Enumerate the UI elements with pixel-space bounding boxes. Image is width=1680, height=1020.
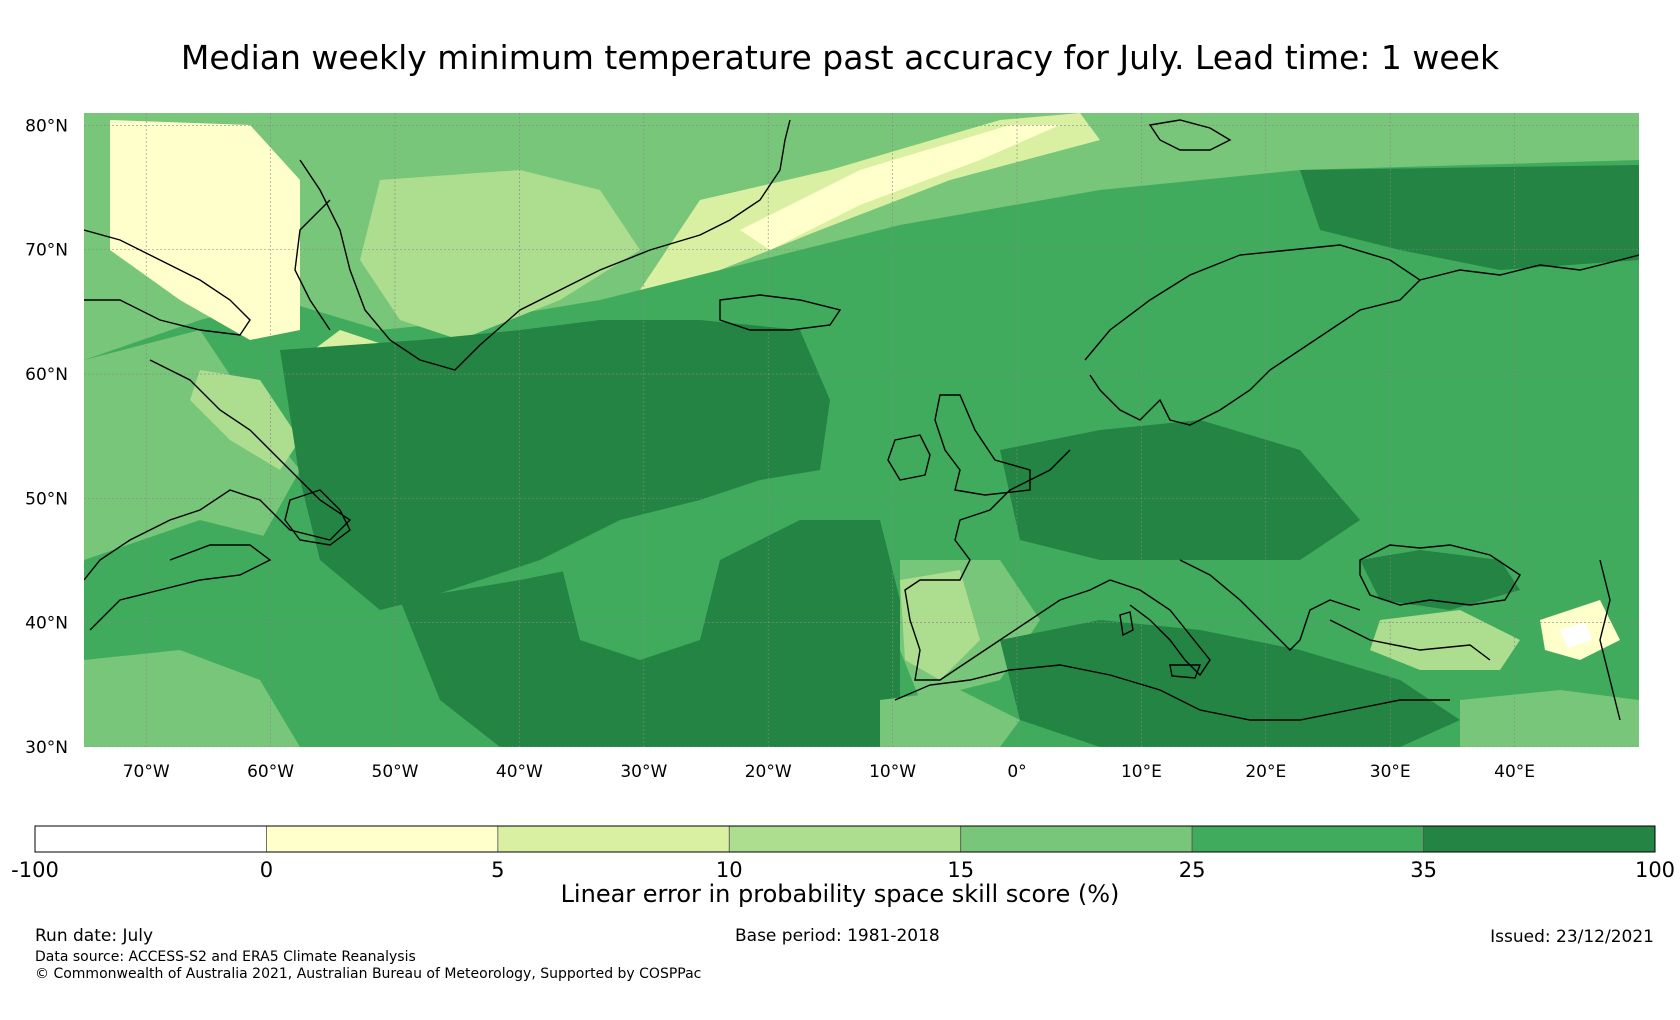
lon-tick-label: 60°W — [247, 762, 294, 782]
coastline-greenland — [299, 119, 791, 371]
region-atlantic-midlat — [560, 540, 720, 660]
coastline-greenland-west — [294, 199, 331, 331]
coastline-balkans — [1179, 559, 1361, 651]
lon-tick-label: 30°W — [620, 762, 667, 782]
colorbar-label: Linear error in probability space skill … — [560, 880, 1120, 908]
coastline-ireland — [887, 434, 931, 481]
lon-tick-label: 70°W — [123, 762, 170, 782]
lat-tick-label: 60°N — [25, 365, 68, 385]
region-n-africa-west — [880, 690, 1020, 747]
lon-tick-label: 40°E — [1494, 762, 1535, 782]
colorbar-tick-label: 0 — [260, 858, 273, 882]
coastline-italy — [1109, 579, 1211, 677]
colorbar-swatch — [34, 825, 267, 853]
lon-tick-label: 30°E — [1370, 762, 1411, 782]
region-us-coast — [84, 650, 300, 747]
colorbar-swatch — [728, 825, 962, 853]
skill-score-map — [84, 113, 1639, 747]
colorbar: -100 0 5 10 15 25 35 100 — [11, 825, 1675, 882]
region-norwegian-sea — [830, 250, 1180, 340]
colorbar-tick-label: 5 — [491, 858, 504, 882]
coastline-iceland — [719, 294, 842, 331]
region-eastern-europe — [1300, 300, 1639, 540]
region-arctic-russia — [1100, 175, 1320, 240]
lon-tick-label: 0° — [1007, 762, 1026, 782]
coastline-black-sea — [1359, 544, 1521, 606]
copyright: © Commonwealth of Australia 2021, Austra… — [35, 966, 702, 982]
coastline-nova-scotia — [89, 544, 272, 631]
lat-tick-label: 40°N — [25, 614, 68, 634]
coastline-turkey-south — [1329, 619, 1491, 661]
coastline-n-africa — [894, 664, 1450, 721]
map-gridlines — [84, 113, 1639, 747]
region-barents — [1300, 165, 1639, 270]
colorbar-tick-label: 10 — [716, 858, 743, 882]
colorbar-tick-label: 35 — [1410, 858, 1437, 882]
lon-tick-label: 20°E — [1245, 762, 1286, 782]
coastline-caspian — [1599, 559, 1621, 721]
region-mediterranean — [1000, 620, 1460, 747]
region-europe-central — [1000, 420, 1360, 560]
lon-tick-label: 50°W — [372, 762, 419, 782]
coastline-sicily — [1169, 664, 1202, 679]
lon-tick-label: 10°W — [869, 762, 916, 782]
region-north-atlantic — [280, 320, 830, 610]
lat-tick-label: 50°N — [25, 489, 68, 509]
issued-date: Issued: 23/12/2021 — [1490, 927, 1654, 947]
lat-tick-label: 30°N — [25, 738, 68, 758]
region-scandinavia — [1080, 250, 1460, 430]
colorbar-swatch — [497, 825, 730, 853]
lon-tick-label: 10°E — [1121, 762, 1162, 782]
coastline-norway-sweden — [1084, 244, 1422, 426]
coastline-newfoundland — [284, 489, 351, 546]
latitude-labels: 80°N 70°N 60°N 50°N 40°N 30°N — [25, 116, 68, 758]
coastline-sardinia — [1119, 611, 1134, 637]
colorbar-tick-label: 15 — [947, 858, 974, 882]
region-n-africa-east — [1460, 690, 1639, 747]
region-greenland-interior — [360, 170, 640, 340]
coastline-baffin — [84, 229, 251, 336]
colorbar-swatch — [266, 825, 499, 853]
colorbar-swatch — [960, 825, 1193, 853]
colorbar-frame — [34, 825, 1656, 853]
colorbar-tick-label: 25 — [1179, 858, 1206, 882]
coastline-labrador — [84, 359, 352, 581]
coastline-europe-west — [904, 449, 1111, 681]
lat-tick-label: 80°N — [25, 116, 68, 136]
lon-tick-label: 40°W — [496, 762, 543, 782]
colorbar-tick-label: 100 — [1635, 858, 1675, 882]
region-black-sea — [1360, 550, 1520, 610]
coastline-russia-arctic — [1419, 254, 1639, 281]
coastlines — [84, 119, 1639, 721]
lon-tick-label: 20°W — [745, 762, 792, 782]
longitude-labels: 70°W 60°W 50°W 40°W 30°W 20°W 10°W 0° 10°E 20°E 30… — [123, 762, 1535, 782]
region-baffin-lowskill — [110, 120, 300, 340]
region-labrador-coast — [190, 370, 300, 470]
run-date: Run date: July — [35, 926, 154, 946]
colorbar-swatch — [1423, 825, 1656, 853]
base-period: Base period: 1981-2018 — [735, 926, 940, 946]
lat-tick-label: 70°N — [25, 241, 68, 261]
coastline-svalbard — [1148, 119, 1232, 151]
region-nova-scotia — [84, 520, 300, 660]
region-arctic-zero — [740, 125, 1060, 250]
colorbar-swatch — [1191, 825, 1424, 853]
region-caspian-white — [1560, 622, 1592, 648]
colorbar-tick-label: -100 — [11, 858, 59, 882]
data-source: Data source: ACCESS-S2 and ERA5 Climate … — [35, 949, 416, 965]
skill-regions — [84, 113, 1639, 747]
map-title: Median weekly minimum temperature past a… — [180, 38, 1500, 77]
